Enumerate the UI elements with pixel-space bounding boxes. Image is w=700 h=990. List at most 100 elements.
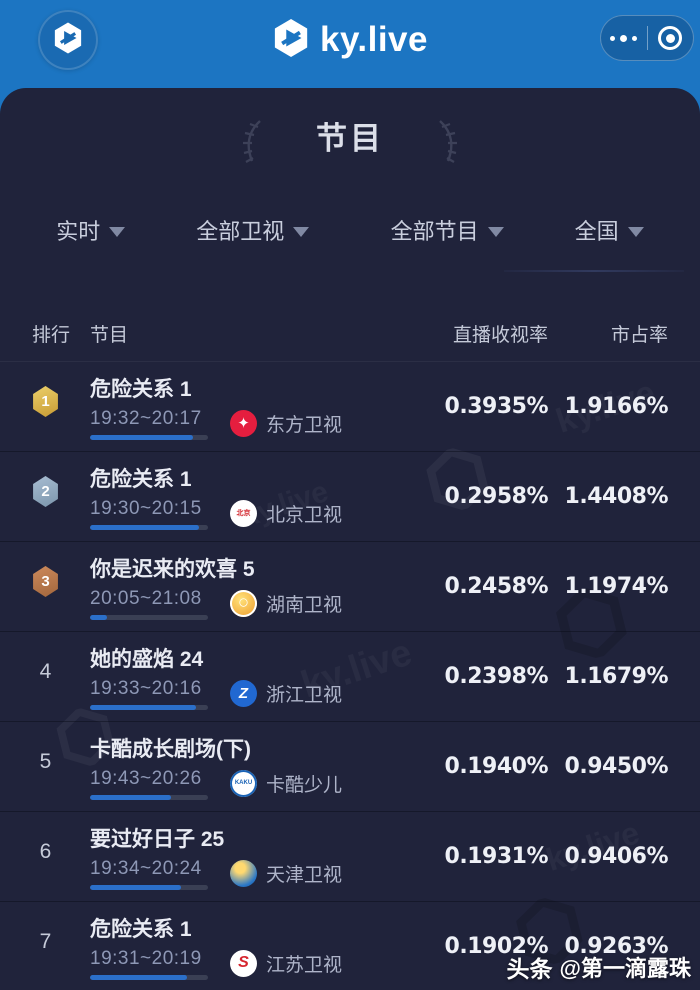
- progress-bar: [90, 525, 208, 530]
- chevron-down-icon: [109, 226, 126, 237]
- author-handle: @第一滴露珠: [559, 956, 691, 981]
- progress-fill: [90, 435, 193, 440]
- chevron-down-icon: [487, 226, 504, 237]
- share-value: 0.9263%: [564, 934, 669, 959]
- channel-name: 湖南卫视: [266, 594, 343, 616]
- filter-realtime[interactable]: 实时: [26, 214, 156, 246]
- share-value: 1.9166%: [564, 394, 669, 419]
- share-value: 0.9406%: [564, 844, 669, 869]
- miniprogram-capsule: [600, 15, 694, 61]
- program-title: 要过好日子 25: [90, 828, 225, 851]
- jiangsu-tv-logo-icon: S: [230, 949, 257, 977]
- broadcast-time: 19:31~20:19: [90, 948, 202, 969]
- filter-label: 全部节目: [390, 219, 479, 244]
- rank-number: 5: [39, 749, 52, 773]
- tianjin-tv-logo-icon: [230, 859, 257, 887]
- filter-label: 全国: [574, 219, 619, 244]
- live-rating-value: 0.2398%: [444, 664, 549, 689]
- table-row[interactable]: 1 危险关系 1 19:32~20:17 ✦ 东方卫视 0.3935% 1.91…: [0, 362, 700, 452]
- column-header-share: 市占率: [610, 325, 668, 346]
- progress-bar: [90, 975, 208, 980]
- progress-fill: [90, 975, 187, 980]
- channel: 〇 湖南卫视: [230, 589, 343, 617]
- broadcast-time: 19:43~20:26: [90, 768, 202, 789]
- rank-badge-gold: 1: [33, 386, 58, 417]
- channel: KAKU 卡酷少儿: [230, 769, 342, 797]
- broadcast-time: 19:30~20:15: [90, 498, 202, 519]
- broadcast-time: 20:05~21:08: [90, 588, 202, 609]
- share-value: 1.4408%: [564, 484, 669, 509]
- zhejiang-tv-logo-icon: Z: [230, 679, 257, 707]
- progress-fill: [90, 525, 199, 530]
- progress-fill: [90, 795, 172, 800]
- channel-name: 东方卫视: [266, 414, 343, 436]
- capsule-divider: [646, 26, 648, 50]
- column-header-live-rating: 直播收视率: [452, 325, 548, 346]
- progress-bar: [90, 795, 208, 800]
- rank-badge-silver: 2: [33, 476, 58, 507]
- dragon-tv-logo-icon: ✦: [230, 409, 257, 437]
- channel: Z 浙江卫视: [230, 679, 343, 707]
- share-value: 1.1679%: [564, 664, 669, 689]
- program-title: 危险关系 1: [90, 378, 192, 401]
- channel-name: 北京卫视: [266, 504, 343, 526]
- progress-fill: [90, 885, 181, 890]
- table-row[interactable]: 2 危险关系 1 19:30~20:15 北京 北京卫视 0.2958% 1.4…: [0, 452, 700, 542]
- kylive-hexagon-play-icon: [52, 21, 84, 60]
- live-rating-value: 0.2958%: [444, 484, 549, 509]
- page-title: 节目: [316, 121, 384, 156]
- broadcast-time: 19:34~20:24: [90, 858, 202, 879]
- filter-all-satellite-tv[interactable]: 全部卫视: [156, 214, 350, 246]
- brand: ky.live: [272, 0, 428, 80]
- progress-fill: [90, 615, 107, 620]
- filter-bar: 实时 全部卫视 全部节目 全国: [0, 164, 700, 246]
- brand-title: ky.live: [320, 20, 428, 59]
- rank-number: 6: [39, 839, 52, 863]
- channel-name: 天津卫视: [266, 864, 343, 886]
- beijing-tv-logo-icon: 北京: [230, 499, 257, 527]
- rank-number: 7: [39, 929, 52, 953]
- filter-highlight-line: [504, 270, 684, 272]
- hunan-tv-logo-icon: 〇: [230, 589, 257, 617]
- chevron-down-icon: [293, 226, 310, 237]
- channel-name: 浙江卫视: [266, 684, 343, 706]
- toutiao-logo-text: 头条: [506, 956, 553, 982]
- channel-name: 江苏卫视: [266, 954, 343, 976]
- table-row[interactable]: 6 要过好日子 25 19:34~20:24 天津卫视 0.1931% 0.94…: [0, 812, 700, 902]
- kaku-kids-logo-icon: KAKU: [230, 769, 257, 797]
- table-row[interactable]: 7 危险关系 1 19:31~20:19 S 江苏卫视 0.1902% 0.92…: [0, 902, 700, 990]
- filter-all-programs[interactable]: 全部节目: [350, 214, 544, 246]
- table-header: 排行 节目 直播收视率 市占率: [0, 272, 700, 362]
- channel: ✦ 东方卫视: [230, 409, 343, 437]
- kylive-hexagon-play-icon: [272, 17, 310, 64]
- toutiao-credit-watermark: 头条 @第一滴露珠: [507, 950, 691, 984]
- app-header: ky.live: [0, 0, 700, 88]
- content-panel: ky.live ky.live ky.live ky.live 节目: [0, 88, 700, 990]
- home-button[interactable]: [38, 10, 98, 70]
- live-rating-value: 0.2458%: [444, 574, 549, 599]
- program-title: 她的盛焰 24: [90, 648, 204, 671]
- table-row[interactable]: 3 你是迟来的欢喜 5 20:05~21:08 〇 湖南卫视 0.2458% 1…: [0, 542, 700, 632]
- chevron-down-icon: [627, 226, 644, 237]
- table-row[interactable]: 4 她的盛焰 24 19:33~20:16 Z 浙江卫视 0.2398% 1.1…: [0, 632, 700, 722]
- program-title: 危险关系 1: [90, 468, 192, 491]
- live-rating-value: 0.3935%: [444, 394, 549, 419]
- progress-fill: [90, 705, 197, 710]
- filter-nationwide[interactable]: 全国: [544, 214, 674, 246]
- progress-bar: [90, 885, 208, 890]
- broadcast-time: 19:33~20:16: [90, 678, 202, 699]
- filter-label: 全部卫视: [196, 219, 285, 244]
- program-title: 危险关系 1: [90, 918, 192, 941]
- column-header-program: 节目: [90, 325, 129, 346]
- channel: 天津卫视: [230, 859, 343, 887]
- close-circle-icon[interactable]: [648, 26, 694, 50]
- more-menu-icon[interactable]: [601, 34, 647, 42]
- table-row[interactable]: 5 卡酷成长剧场(下) 19:43~20:26 KAKU 卡酷少儿 0.1940…: [0, 722, 700, 812]
- program-title: 你是迟来的欢喜 5: [90, 558, 255, 581]
- progress-bar: [90, 435, 208, 440]
- channel: S 江苏卫视: [230, 949, 343, 977]
- channel: 北京 北京卫视: [230, 499, 343, 527]
- share-value: 1.1974%: [564, 574, 669, 599]
- live-rating-value: 0.1940%: [444, 754, 549, 779]
- laurel-left-icon: [238, 118, 268, 169]
